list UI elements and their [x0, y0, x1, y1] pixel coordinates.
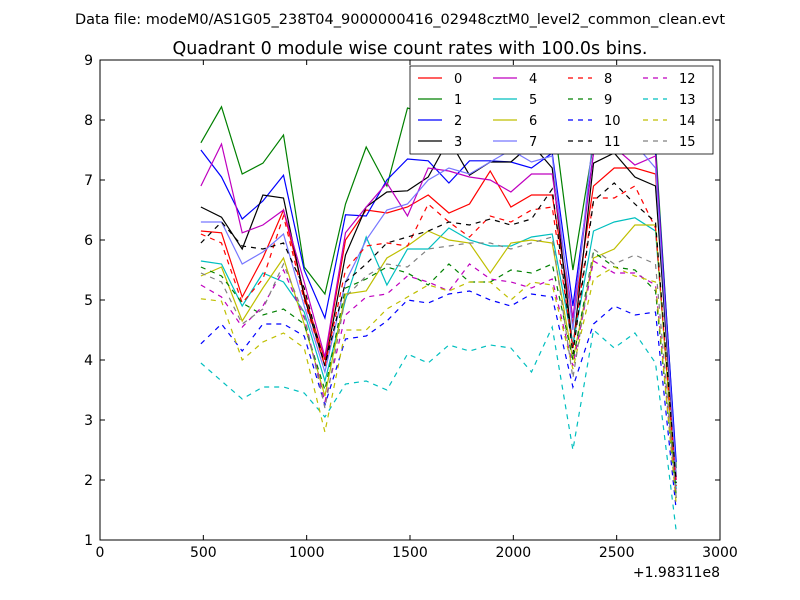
series-line-13	[200, 324, 677, 532]
legend-label-10: 10	[604, 114, 621, 129]
series-line-10	[200, 290, 677, 511]
series-line-11	[200, 182, 677, 484]
y-tick-label: 8	[84, 113, 93, 129]
legend-label-15: 15	[679, 135, 696, 150]
chart-title: Quadrant 0 module wise count rates with …	[173, 39, 648, 59]
series-layer	[200, 104, 677, 532]
legend-label-12: 12	[679, 72, 696, 87]
series-line-9	[200, 250, 677, 496]
x-offset-label: +1.98311e8	[633, 565, 720, 581]
y-tick-label: 4	[84, 353, 93, 369]
legend-label-6: 6	[529, 114, 537, 129]
y-tick-label: 3	[84, 413, 93, 429]
x-tick-label: 3000	[702, 545, 738, 561]
chart-suptitle: Data file: modeM0/AS1G05_238T04_90000004…	[75, 12, 725, 28]
series-line-2	[200, 143, 677, 463]
y-tick-label: 5	[84, 293, 93, 309]
y-tick-label: 7	[84, 173, 93, 189]
legend-label-5: 5	[529, 93, 537, 108]
x-tick-label: 0	[96, 545, 105, 561]
y-tick-label: 1	[84, 533, 93, 549]
series-line-8	[200, 185, 677, 487]
y-tick-label: 2	[84, 473, 93, 489]
y-tick-label: 9	[84, 53, 93, 69]
legend-label-8: 8	[604, 72, 612, 87]
series-line-12	[200, 260, 677, 496]
x-tick-label: 2000	[496, 545, 532, 561]
legend-frame	[409, 65, 714, 155]
x-tick-label: 500	[190, 545, 217, 561]
series-line-0	[200, 167, 677, 475]
legend-label-3: 3	[454, 135, 462, 150]
series-line-14	[200, 266, 677, 505]
y-tick-label: 6	[84, 233, 93, 249]
series-line-1	[200, 104, 677, 469]
legend-label-13: 13	[679, 93, 696, 108]
legend-label-7: 7	[529, 135, 537, 150]
legend-label-4: 4	[529, 72, 537, 87]
x-tick-label: 1000	[289, 545, 325, 561]
legend-label-1: 1	[454, 93, 462, 108]
legend-label-0: 0	[454, 72, 462, 87]
series-line-6	[200, 224, 677, 499]
series-line-7	[200, 131, 677, 475]
series-line-3	[200, 137, 677, 478]
legend-label-14: 14	[679, 114, 696, 129]
legend-label-9: 9	[604, 93, 612, 108]
legend-label-2: 2	[454, 114, 462, 129]
series-line-15	[200, 236, 677, 499]
legend-label-11: 11	[604, 135, 621, 150]
series-line-5	[200, 217, 677, 490]
x-tick-label: 2500	[599, 545, 635, 561]
x-tick-label: 1500	[392, 545, 428, 561]
